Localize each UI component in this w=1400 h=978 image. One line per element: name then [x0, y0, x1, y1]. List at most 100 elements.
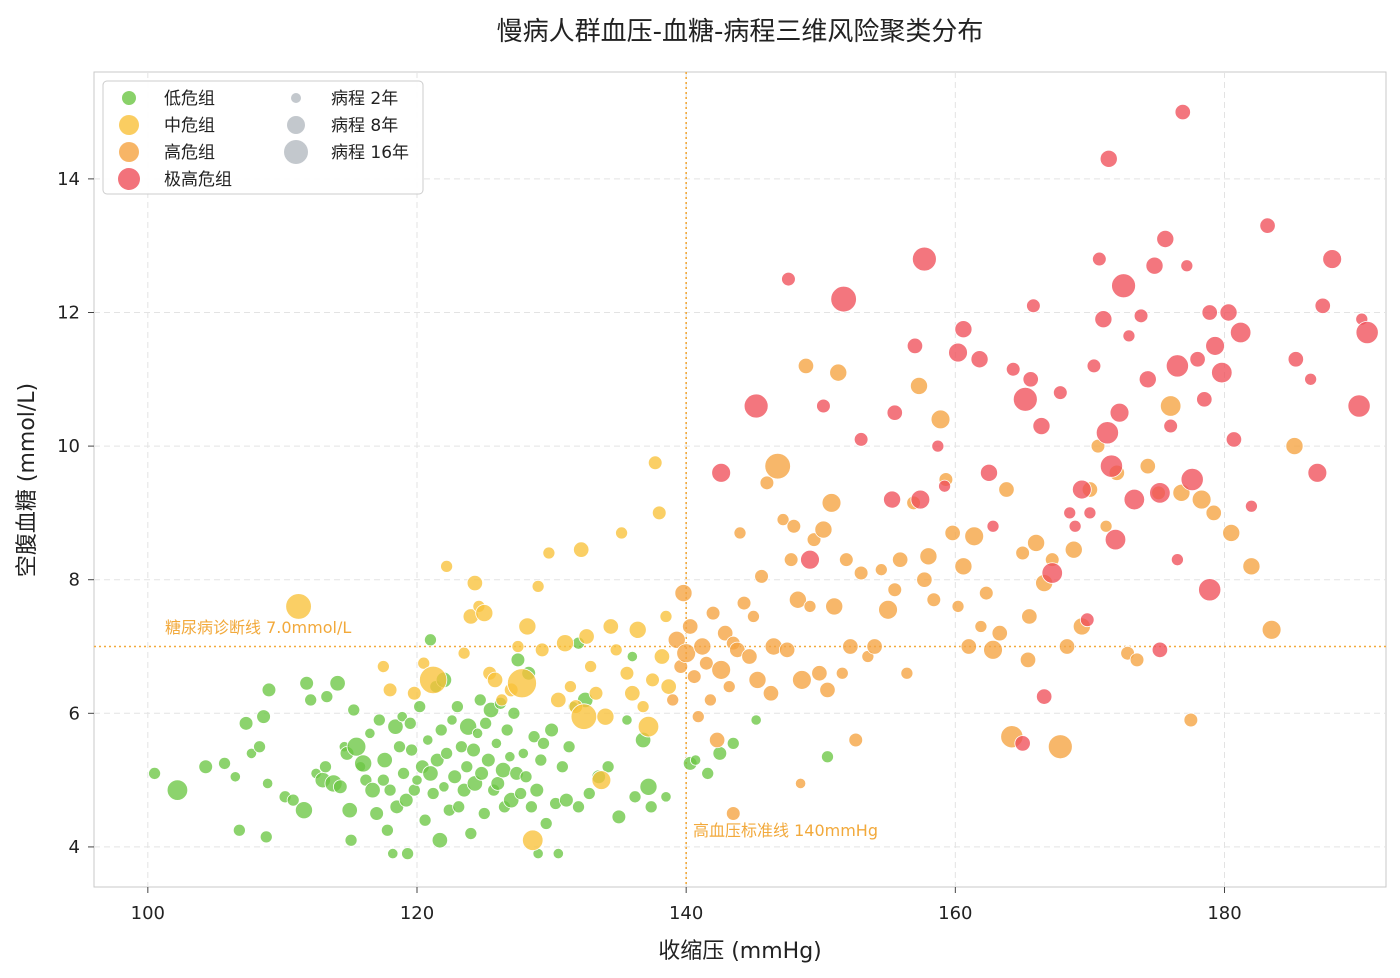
- data-point: [842, 638, 859, 655]
- data-point: [1225, 431, 1243, 448]
- data-point: [919, 547, 938, 566]
- data-point: [621, 714, 633, 726]
- data-point: [376, 660, 390, 673]
- x-tick-label: 180: [1207, 903, 1241, 924]
- data-point: [573, 541, 590, 558]
- data-point: [835, 666, 849, 680]
- data-point: [626, 650, 638, 663]
- data-point: [705, 605, 721, 621]
- data-point: [376, 773, 390, 787]
- data-point: [601, 760, 615, 774]
- data-point: [1129, 652, 1145, 668]
- data-point: [1019, 651, 1037, 669]
- data-point: [1064, 540, 1083, 559]
- data-point: [1099, 454, 1123, 478]
- data-point: [938, 479, 952, 493]
- data-point: [686, 669, 702, 684]
- data-point: [556, 634, 575, 653]
- data-point: [376, 751, 393, 769]
- data-point: [450, 700, 464, 714]
- data-point: [459, 717, 478, 736]
- data-point: [1205, 336, 1225, 356]
- data-point: [1189, 351, 1206, 368]
- data-point: [539, 817, 553, 830]
- data-point: [1211, 361, 1233, 384]
- data-point: [446, 714, 458, 726]
- data-point: [979, 463, 998, 482]
- data-point: [477, 807, 491, 820]
- data-point: [1347, 394, 1371, 418]
- legend-swatch-very-high: [118, 168, 140, 190]
- data-point: [931, 439, 945, 453]
- data-point: [1027, 533, 1046, 552]
- data-point: [1138, 370, 1157, 389]
- data-point: [1071, 479, 1092, 500]
- x-tick-label: 100: [131, 903, 165, 924]
- data-point: [419, 665, 448, 695]
- data-point: [148, 766, 162, 780]
- data-point: [644, 800, 658, 814]
- chart-title: 慢病人群血压-血糖-病程三维风险聚类分布: [497, 17, 984, 47]
- data-point: [372, 713, 386, 727]
- data-point: [911, 246, 937, 272]
- data-point: [440, 746, 454, 760]
- data-point: [819, 681, 836, 699]
- data-point: [346, 736, 367, 757]
- data-point: [259, 830, 273, 844]
- data-point: [438, 781, 450, 793]
- legend-swatch-high: [119, 142, 139, 162]
- data-point: [717, 624, 734, 642]
- data-point: [628, 620, 647, 639]
- data-point: [645, 672, 660, 688]
- data-point: [778, 641, 796, 658]
- y-tick-label: 10: [57, 436, 80, 457]
- data-point: [417, 656, 431, 670]
- data-point: [422, 765, 439, 782]
- data-point: [1174, 103, 1191, 121]
- data-point: [434, 723, 448, 737]
- data-point: [1026, 298, 1041, 314]
- data-point: [725, 806, 741, 821]
- y-axis-label: 空腹血糖 (mmol/L): [15, 383, 40, 577]
- data-point: [986, 519, 1000, 533]
- data-point: [1242, 557, 1261, 576]
- data-point: [647, 455, 663, 471]
- data-point: [830, 285, 857, 313]
- data-point: [619, 665, 635, 681]
- data-point: [1092, 251, 1107, 267]
- data-point: [481, 752, 496, 768]
- legend-size-8yr: [287, 116, 305, 134]
- data-point: [166, 779, 189, 801]
- data-point: [821, 493, 842, 513]
- data-point: [464, 827, 478, 841]
- data-point: [1041, 562, 1063, 584]
- data-point: [944, 524, 961, 542]
- data-point: [426, 787, 440, 800]
- data-point: [1201, 304, 1218, 321]
- series-极高危组: [711, 103, 1379, 752]
- data-point: [507, 668, 537, 699]
- data-point: [383, 783, 397, 797]
- data-point: [948, 342, 968, 363]
- data-point: [712, 746, 728, 761]
- data-point: [534, 753, 548, 767]
- data-point: [238, 716, 254, 731]
- data-point: [853, 432, 869, 447]
- data-point: [588, 685, 604, 701]
- data-point: [440, 559, 454, 573]
- data-point: [572, 800, 585, 814]
- data-point: [736, 595, 752, 611]
- data-point: [401, 847, 415, 861]
- data-point: [628, 790, 642, 804]
- data-point: [930, 409, 951, 430]
- legend-swatch-medium: [119, 115, 139, 135]
- data-point: [424, 633, 437, 647]
- data-point: [218, 756, 231, 770]
- data-point: [825, 597, 844, 616]
- data-point: [910, 489, 931, 510]
- y-tick-label: 4: [69, 837, 80, 858]
- data-point: [405, 743, 419, 757]
- data-point: [926, 592, 942, 608]
- data-point: [794, 777, 807, 790]
- data-point: [570, 703, 598, 730]
